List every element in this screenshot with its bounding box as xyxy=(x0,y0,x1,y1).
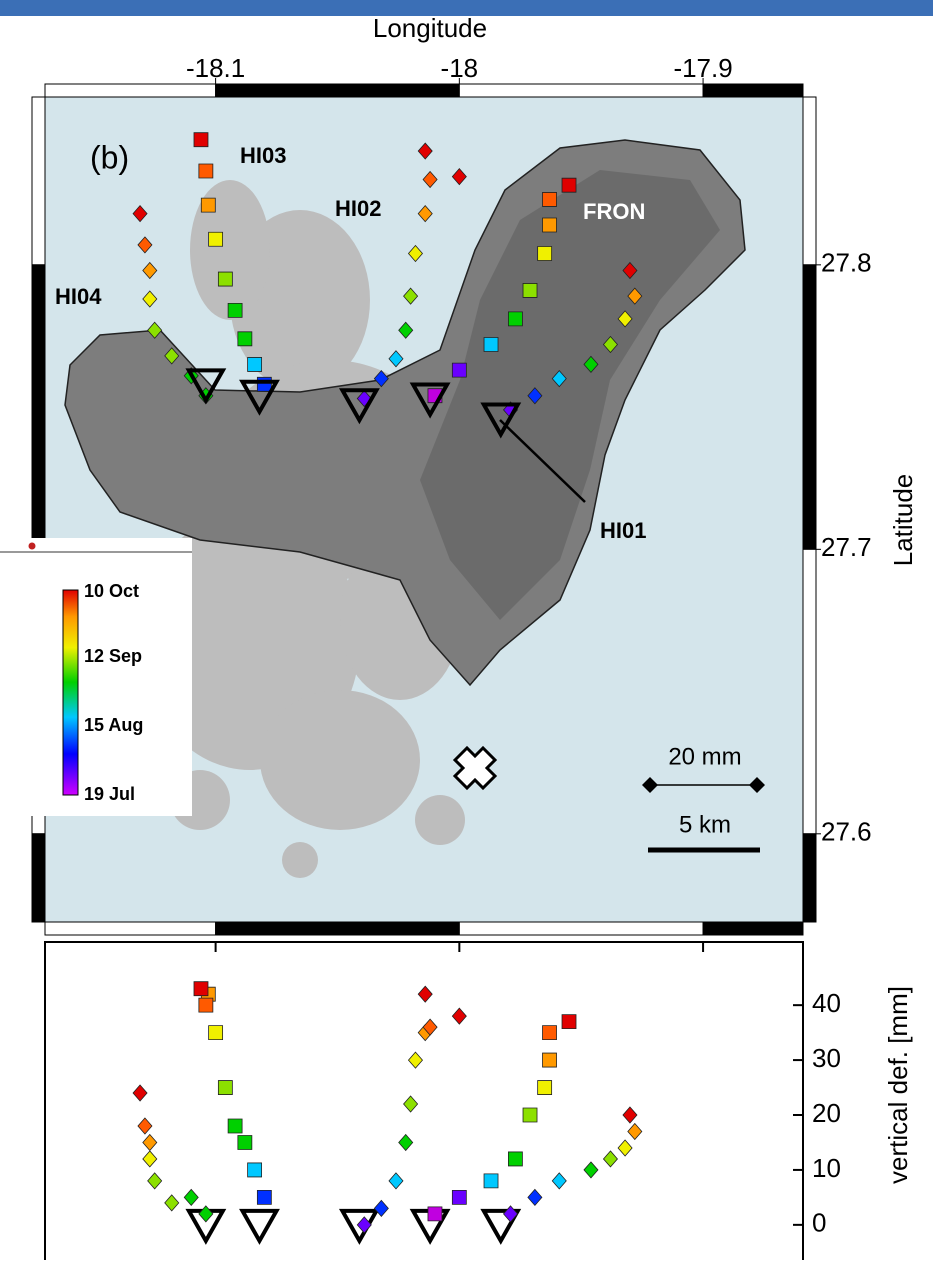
point xyxy=(543,218,557,232)
y-tick-label: 0 xyxy=(812,1208,826,1238)
y-tick-label: 10 xyxy=(812,1153,841,1183)
station-label: HI02 xyxy=(335,196,381,221)
frame-segment xyxy=(216,922,460,935)
frame-segment xyxy=(45,84,216,97)
point xyxy=(218,272,232,286)
point xyxy=(484,338,498,352)
scale-label: 20 mm xyxy=(668,743,741,770)
point xyxy=(543,192,557,206)
panel-label: (b) xyxy=(90,139,129,175)
colorbar-box: 10 Oct 12 Sep 15 Aug 19 Jul xyxy=(0,538,192,816)
y-tick-label: 40 xyxy=(812,988,841,1018)
point xyxy=(199,998,213,1012)
point xyxy=(562,1015,576,1029)
frame-segment xyxy=(703,84,803,97)
point xyxy=(543,1026,557,1040)
scale-label: 5 km xyxy=(679,811,731,838)
point xyxy=(538,246,552,260)
y-tick-label: 20 xyxy=(812,1098,841,1128)
point xyxy=(218,1081,232,1095)
point xyxy=(484,1174,498,1188)
frame-segment xyxy=(32,834,45,922)
point xyxy=(209,1026,223,1040)
point xyxy=(194,133,208,147)
point xyxy=(543,1053,557,1067)
point xyxy=(452,1190,466,1204)
point xyxy=(209,232,223,246)
x-tick-label: -18 xyxy=(441,53,479,83)
point xyxy=(523,1108,537,1122)
colorbar-label: 12 Sep xyxy=(84,646,142,666)
frame-segment xyxy=(703,922,803,935)
y-axis-label: Latitude xyxy=(888,474,918,567)
point xyxy=(201,198,215,212)
colorbar-label: 10 Oct xyxy=(84,581,139,601)
y-tick-label: 27.8 xyxy=(821,248,872,278)
y-tick-label: 30 xyxy=(812,1043,841,1073)
y-tick-label: 27.6 xyxy=(821,817,872,847)
point xyxy=(228,303,242,317)
y-tick-label: 27.7 xyxy=(821,532,872,562)
point xyxy=(228,1119,242,1133)
frame-segment xyxy=(803,834,816,922)
x-tick-label: -18.1 xyxy=(186,53,245,83)
point xyxy=(538,1081,552,1095)
point xyxy=(508,312,522,326)
frame-segment xyxy=(803,97,816,265)
frame-segment xyxy=(45,922,216,935)
station-label: HI03 xyxy=(240,143,286,168)
frame-segment xyxy=(459,84,703,97)
frame-segment xyxy=(803,265,816,549)
station-label: HI04 xyxy=(55,284,102,309)
frame-segment xyxy=(32,265,45,549)
point xyxy=(428,1207,442,1221)
point xyxy=(199,164,213,178)
point xyxy=(248,1163,262,1177)
point xyxy=(238,1135,252,1149)
point xyxy=(562,178,576,192)
point xyxy=(194,982,208,996)
point xyxy=(238,332,252,346)
frame-segment xyxy=(459,922,703,935)
point xyxy=(523,283,537,297)
x-tick-label: -17.9 xyxy=(673,53,732,83)
station-label: HI01 xyxy=(600,518,646,543)
point xyxy=(257,1190,271,1204)
frame-segment xyxy=(32,97,45,265)
frame-segment xyxy=(803,549,816,833)
point xyxy=(248,357,262,371)
y-axis-label: vertical def. [mm] xyxy=(883,986,913,1184)
colorbar-label: 19 Jul xyxy=(84,784,135,804)
station-label: FRON xyxy=(583,199,645,224)
figure: (b) 20 mm 5 km Longitude Latitude vertic… xyxy=(0,0,933,1260)
mainshock-marker xyxy=(455,748,495,788)
point xyxy=(257,377,271,391)
x-axis-label: Longitude xyxy=(373,13,487,43)
point xyxy=(508,1152,522,1166)
page: {"chart_data": [ {"type": "map", "x_labe… xyxy=(0,0,933,1260)
point xyxy=(452,363,466,377)
frame-segment xyxy=(216,84,460,97)
colorbar-label: 15 Aug xyxy=(84,715,143,735)
